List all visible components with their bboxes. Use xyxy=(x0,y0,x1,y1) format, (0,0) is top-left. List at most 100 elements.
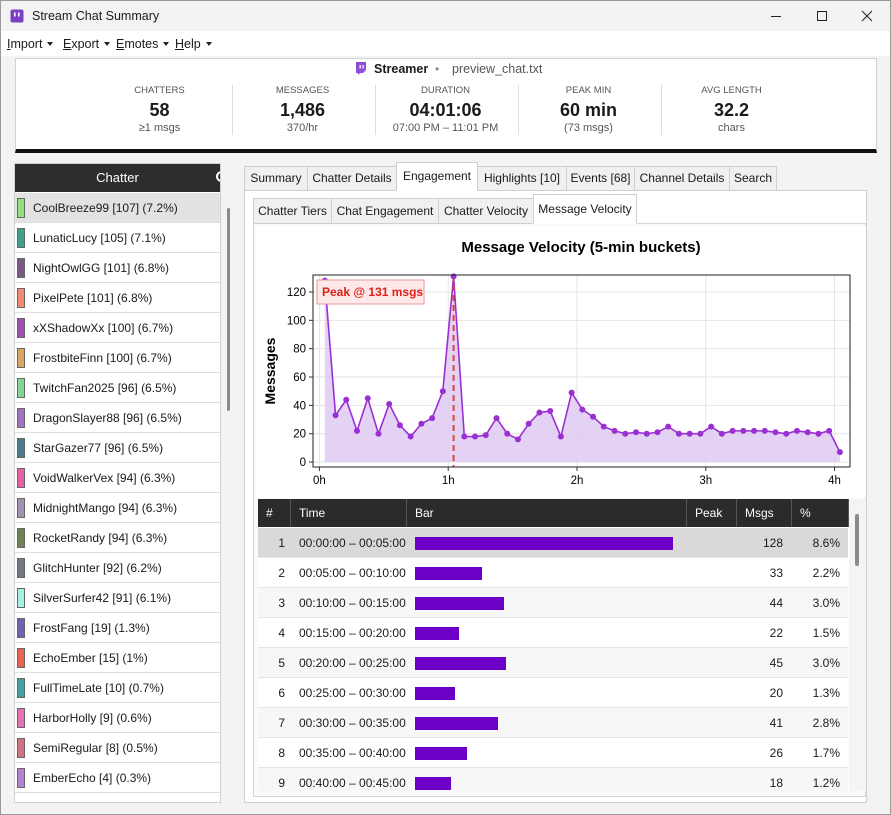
tab[interactable]: Channel Details xyxy=(634,166,730,191)
window-title: Stream Chat Summary xyxy=(32,9,160,23)
row-pct: 3.0% xyxy=(812,596,840,610)
chatter-name: FrostFang [19] (1.3%) xyxy=(33,621,150,635)
chatter-row[interactable]: MidnightMango [94] (6.3%) xyxy=(15,493,220,523)
table-row[interactable]: 4 00:15:00 – 00:20:00 22 1.5% xyxy=(258,618,848,648)
table-scroll-thumb[interactable] xyxy=(855,514,859,566)
tab[interactable]: Summary xyxy=(244,166,308,191)
chatter-row[interactable]: HarborHolly [9] (0.6%) xyxy=(15,703,220,733)
series-point xyxy=(418,420,425,427)
series-point xyxy=(718,430,725,437)
row-index: 1 xyxy=(278,536,285,550)
table-row[interactable]: 6 00:25:00 – 00:30:00 20 1.3% xyxy=(258,678,848,708)
x-tick-label: 1h xyxy=(442,475,455,487)
subtab[interactable]: Message Velocity xyxy=(533,194,637,224)
row-bar xyxy=(415,657,506,670)
row-time: 00:40:00 – 00:45:00 xyxy=(299,776,406,790)
row-msgs: 18 xyxy=(769,776,783,790)
menu-label: Help xyxy=(175,37,201,51)
chatter-swatch xyxy=(17,708,25,728)
chatter-row[interactable]: FullTimeLate [10] (0.7%) xyxy=(15,673,220,703)
series-point xyxy=(386,400,393,407)
table-row[interactable]: 5 00:20:00 – 00:25:00 45 3.0% xyxy=(258,648,848,678)
y-tick-label: 0 xyxy=(300,457,306,469)
table-row[interactable]: 9 00:40:00 – 00:45:00 18 1.2% xyxy=(258,768,848,791)
chatter-swatch xyxy=(17,738,25,758)
chatter-row[interactable]: NightOwlGG [101] (6.8%) xyxy=(15,253,220,283)
chatter-swatch xyxy=(17,468,25,488)
sidebar-title: Chatter xyxy=(96,170,139,185)
row-index: 9 xyxy=(278,776,285,790)
chatter-name: CoolBreeze99 [107] (7.2%) xyxy=(33,201,178,215)
row-bar xyxy=(415,717,498,730)
chatter-swatch xyxy=(17,768,25,788)
stat: DURATION 04:01:06 07:00 PM – 11:01 PM xyxy=(374,85,517,134)
tab[interactable]: Search xyxy=(729,166,777,191)
series-point xyxy=(836,449,843,456)
table-row[interactable]: 2 00:05:00 – 00:10:00 33 2.2% xyxy=(258,558,848,588)
chatter-swatch xyxy=(17,678,25,698)
chatter-name: SilverSurfer42 [91] (6.1%) xyxy=(33,591,172,605)
row-pct: 2.8% xyxy=(812,716,840,730)
stat-value: 60 min xyxy=(559,100,618,120)
row-time: 00:10:00 – 00:15:00 xyxy=(299,596,406,610)
series-point xyxy=(633,429,640,436)
chatter-row[interactable]: GlitchHunter [92] (6.2%) xyxy=(15,553,220,583)
series-point xyxy=(654,429,661,436)
table-row[interactable]: 1 00:00:00 – 00:05:00 128 8.6% xyxy=(258,528,848,558)
chatter-name: FullTimeLate [10] (0.7%) xyxy=(33,681,164,695)
x-tick-label: 0h xyxy=(313,475,326,487)
stat: CHATTERS 58 ≥1 msgs xyxy=(88,85,231,134)
chatter-row[interactable]: TwitchFan2025 [96] (6.5%) xyxy=(15,373,220,403)
tab[interactable]: Engagement xyxy=(396,162,478,191)
subtab[interactable]: Chatter Tiers xyxy=(253,198,332,224)
chatter-swatch xyxy=(17,528,25,548)
chatter-row[interactable]: SemiRegular [8] (0.5%) xyxy=(15,733,220,763)
streamer-label: Streamer xyxy=(374,62,429,76)
subtab[interactable]: Chat Engagement xyxy=(331,198,439,224)
menu-item[interactable]: Emotes xyxy=(116,36,170,52)
row-pct: 1.3% xyxy=(812,686,840,700)
tab[interactable]: Highlights [10] xyxy=(477,166,567,191)
table-row[interactable]: 7 00:30:00 – 00:35:00 41 2.8% xyxy=(258,708,848,738)
chatter-row[interactable]: CoolBreeze99 [107] (7.2%) xyxy=(15,193,220,223)
series-point xyxy=(579,406,586,413)
tab[interactable]: Chatter Details xyxy=(307,166,397,191)
chatter-row[interactable]: RocketRandy [94] (6.3%) xyxy=(15,523,220,553)
chatter-row[interactable]: FrostbiteFinn [100] (6.7%) xyxy=(15,343,220,373)
series-point xyxy=(396,422,403,429)
chatter-row[interactable]: VoidWalkerVex [94] (6.3%) xyxy=(15,463,220,493)
x-tick-label: 4h xyxy=(828,475,841,487)
chatter-row[interactable]: PixelPete [101] (6.8%) xyxy=(15,283,220,313)
menu-item[interactable]: Import xyxy=(7,36,54,52)
series-point xyxy=(482,432,489,439)
table-row[interactable]: 3 00:10:00 – 00:15:00 44 3.0% xyxy=(258,588,848,618)
chatter-swatch xyxy=(17,498,25,518)
subtab[interactable]: Chatter Velocity xyxy=(438,198,534,224)
chatter-row[interactable]: EchoEmber [15] (1%) xyxy=(15,643,220,673)
search-icon[interactable] xyxy=(215,170,221,186)
menu-item[interactable]: Help xyxy=(175,36,212,52)
chatter-name: LunaticLucy [105] (7.1%) xyxy=(33,231,166,245)
y-tick-label: 100 xyxy=(287,315,306,327)
series-point xyxy=(450,273,457,280)
table-row[interactable]: 8 00:35:00 – 00:40:00 26 1.7% xyxy=(258,738,848,768)
row-pct: 1.5% xyxy=(812,626,840,640)
row-msgs: 44 xyxy=(769,596,783,610)
chatter-row[interactable]: LunaticLucy [105] (7.1%) xyxy=(15,223,220,253)
y-axis-label: Messages xyxy=(262,337,278,404)
menu-bar: Import Export Emotes Help xyxy=(1,31,890,56)
chatter-row[interactable]: EmberEcho [4] (0.3%) xyxy=(15,763,220,793)
separator: • xyxy=(435,62,440,76)
chatter-row[interactable]: StarGazer77 [96] (6.5%) xyxy=(15,433,220,463)
chatter-row[interactable]: DragonSlayer88 [96] (6.5%) xyxy=(15,403,220,433)
row-index: 6 xyxy=(278,686,285,700)
chatter-row[interactable]: SilverSurfer42 [91] (6.1%) xyxy=(15,583,220,613)
window-controls[interactable] xyxy=(751,1,891,31)
chatter-row[interactable]: xXShadowXx [100] (6.7%) xyxy=(15,313,220,343)
tab[interactable]: Events [68] xyxy=(566,166,635,191)
row-msgs: 26 xyxy=(769,746,783,760)
sidebar-scrollbar[interactable] xyxy=(227,208,230,411)
chatter-row[interactable]: FrostFang [19] (1.3%) xyxy=(15,613,220,643)
menu-item[interactable]: Export xyxy=(63,36,111,52)
chatter-swatch xyxy=(17,438,25,458)
